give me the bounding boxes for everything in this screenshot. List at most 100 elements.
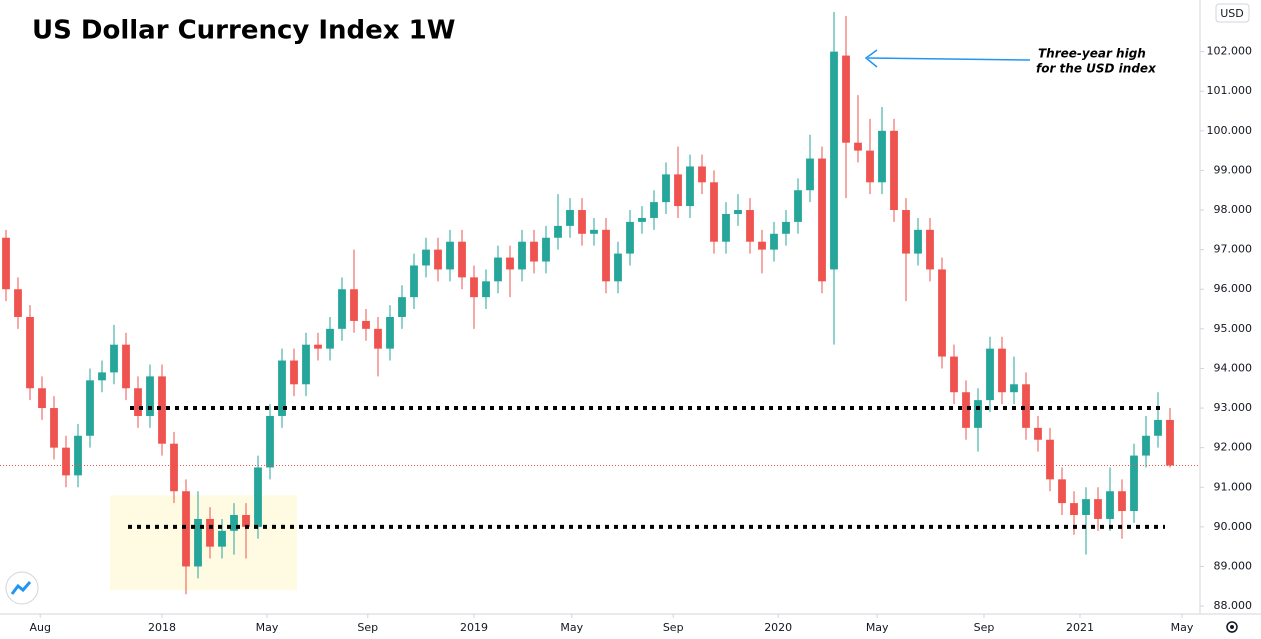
- candle-body: [110, 344, 118, 373]
- y-tick-label: 92.000: [1214, 441, 1253, 454]
- candle-body: [590, 229, 598, 234]
- candle-body: [230, 514, 238, 531]
- candle-body: [350, 289, 358, 321]
- y-tick-label: 100.000: [1207, 124, 1253, 137]
- candle-body: [374, 328, 382, 349]
- candle-body: [758, 241, 766, 250]
- candle-body: [962, 392, 970, 428]
- candle-body: [626, 221, 634, 254]
- candle-body: [1106, 491, 1114, 519]
- y-tick-label: 90.000: [1214, 520, 1253, 533]
- x-tick-label: 2018: [148, 621, 176, 634]
- candle-body: [806, 158, 814, 191]
- candle-body: [746, 210, 754, 242]
- candle-body: [782, 221, 790, 234]
- x-tick-label: Aug: [29, 621, 50, 634]
- highlight-box: [109, 495, 297, 591]
- x-tick-label: May: [256, 621, 279, 634]
- candle-body: [254, 467, 262, 527]
- chart-title: US Dollar Currency Index 1W: [32, 16, 455, 46]
- y-tick-label: 95.000: [1214, 322, 1253, 335]
- settings-icon[interactable]: [1226, 621, 1238, 633]
- candle-body: [794, 190, 802, 222]
- candle-body: [1082, 499, 1090, 515]
- candle-body: [938, 269, 946, 357]
- x-tick-label: May: [560, 621, 583, 634]
- candle-body: [86, 380, 94, 436]
- candle-body: [506, 257, 514, 270]
- currency-label[interactable]: USD: [1220, 7, 1244, 20]
- candle-body: [530, 241, 538, 262]
- candle-body: [158, 376, 166, 444]
- candle-body: [1070, 503, 1078, 515]
- candle-body: [14, 289, 22, 317]
- candle-body: [662, 174, 670, 203]
- candle-body: [566, 210, 574, 226]
- y-tick-label: 96.000: [1214, 282, 1253, 295]
- candle-body: [302, 344, 310, 385]
- candle-body: [1118, 491, 1126, 512]
- candle-body: [770, 233, 778, 250]
- candle-body: [878, 130, 886, 183]
- candle-body: [98, 372, 106, 381]
- candle-body: [866, 150, 874, 183]
- candle-body: [62, 447, 70, 476]
- candle-body: [842, 55, 850, 143]
- candle-body: [638, 217, 646, 222]
- annotation-line: for the USD index: [1036, 62, 1157, 76]
- candle-body: [1154, 419, 1162, 436]
- candle-body: [926, 229, 934, 270]
- y-tick-label: 98.000: [1214, 203, 1253, 216]
- annotation-arrowhead: [864, 49, 878, 68]
- background: [109, 495, 297, 591]
- candle-body: [206, 518, 214, 547]
- currency-badge[interactable]: [1215, 3, 1250, 23]
- candle-body: [170, 443, 178, 492]
- candle-body: [266, 415, 274, 468]
- candle-body: [470, 277, 478, 298]
- candle-body: [950, 356, 958, 393]
- y-tick-label: 88.000: [1214, 599, 1253, 612]
- candle-body: [326, 328, 334, 349]
- candle-body: [2, 237, 10, 290]
- candle-body: [710, 182, 718, 242]
- candle-body: [1034, 427, 1042, 440]
- candle-body: [1130, 455, 1138, 512]
- y-tick-label: 102.000: [1207, 45, 1253, 58]
- x-tick-label: 2021: [1066, 621, 1094, 634]
- candle-body: [698, 166, 706, 183]
- candle-body: [650, 202, 658, 218]
- candle-body: [446, 241, 454, 270]
- candle-body: [986, 348, 994, 401]
- candle-body: [1046, 439, 1054, 480]
- candle-body: [614, 253, 622, 282]
- candle-body: [674, 174, 682, 207]
- candle-body: [242, 514, 250, 527]
- candle-body: [578, 210, 586, 234]
- logo[interactable]: [5, 571, 39, 605]
- candle-body: [122, 344, 130, 389]
- candle-body: [314, 344, 322, 349]
- candle-body: [734, 210, 742, 214]
- candle-body: [1010, 384, 1018, 393]
- candle-body: [1142, 435, 1150, 456]
- x-tick-label: May: [1171, 621, 1194, 634]
- x-tick-label: 2019: [460, 621, 488, 634]
- candle-body: [974, 400, 982, 428]
- candle-body: [1058, 479, 1066, 504]
- x-tick-label: 2020: [764, 621, 792, 634]
- candle-body: [134, 388, 142, 416]
- annotation-arrow: [867, 57, 1031, 61]
- candle-body: [602, 229, 610, 282]
- y-tick-label: 99.000: [1214, 163, 1253, 176]
- candle-body: [38, 388, 46, 409]
- candle-body: [434, 249, 442, 270]
- y-tick-label: 97.000: [1214, 243, 1253, 256]
- candle-body: [1166, 419, 1174, 466]
- candle-body: [398, 297, 406, 317]
- candle-body: [494, 257, 502, 282]
- candle-body: [482, 281, 490, 298]
- candle-body: [386, 316, 394, 349]
